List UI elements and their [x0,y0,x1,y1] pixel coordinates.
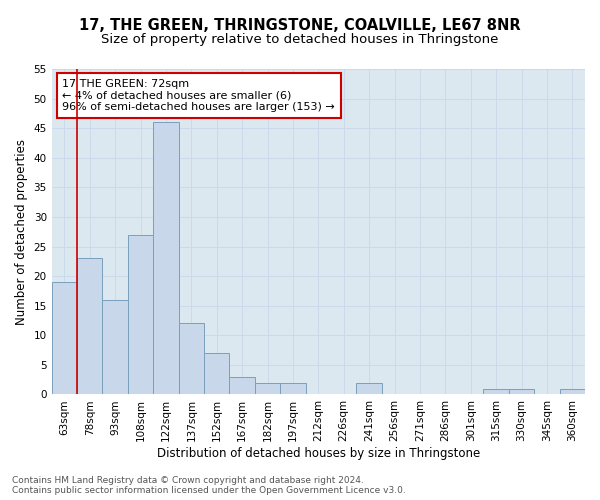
Bar [356,382,382,394]
Text: 17, THE GREEN, THRINGSTONE, COALVILLE, LE67 8NR: 17, THE GREEN, THRINGSTONE, COALVILLE, L… [79,18,521,32]
Y-axis label: Number of detached properties: Number of detached properties [15,138,28,324]
Bar [103,300,128,394]
Bar [484,388,509,394]
Bar [128,234,153,394]
Bar [280,382,305,394]
Text: 17 THE GREEN: 72sqm
← 4% of detached houses are smaller (6)
96% of semi-detached: 17 THE GREEN: 72sqm ← 4% of detached hou… [62,79,335,112]
Bar [229,376,255,394]
Text: Size of property relative to detached houses in Thringstone: Size of property relative to detached ho… [101,32,499,46]
Bar [204,353,229,395]
Bar [179,324,204,394]
Bar [52,282,77,395]
Bar [77,258,103,394]
X-axis label: Distribution of detached houses by size in Thringstone: Distribution of detached houses by size … [157,447,480,460]
Bar [560,388,585,394]
Text: Contains HM Land Registry data © Crown copyright and database right 2024.
Contai: Contains HM Land Registry data © Crown c… [12,476,406,495]
Bar [153,122,179,394]
Bar [255,382,280,394]
Bar [509,388,534,394]
